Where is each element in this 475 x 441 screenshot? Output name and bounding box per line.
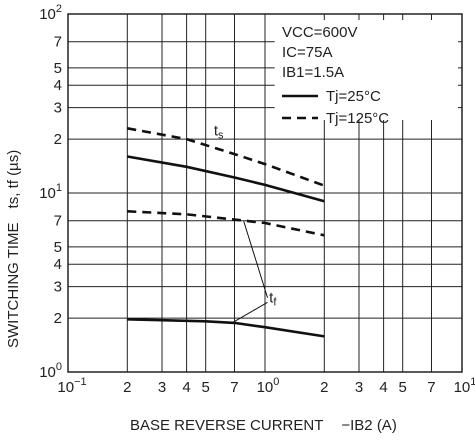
x-tick-label: 5 (399, 379, 407, 396)
y-tick-label: 3 (54, 100, 62, 117)
annotation-leaders (231, 221, 269, 324)
y-tick-label: 3 (54, 279, 62, 296)
y-tick-label: 7 (54, 34, 62, 51)
plot-frame (67, 13, 463, 373)
series-ts-solid (127, 155, 325, 203)
x-tick-label: 2 (123, 379, 131, 396)
condition-ic: IC=75A (282, 44, 332, 61)
y-tick-label: 101 (39, 182, 62, 202)
y-tick-label: 4 (54, 77, 62, 94)
x-tick-label: 10−1 (57, 376, 86, 396)
x-tick-label: 101 (454, 376, 475, 396)
series-group (127, 127, 325, 338)
series-tf-dashed (127, 210, 325, 237)
legend: VCC=600V IC=75A IB1=1.5A Tj=25°C Tj=125°… (274, 20, 458, 127)
x-tick-label: 7 (427, 379, 435, 396)
y-axis-title: SWITCHING TIMEts, tf (µs) (5, 150, 22, 348)
y-tick-label: 5 (54, 239, 62, 256)
y-tick-label: 7 (54, 213, 62, 230)
leader-tf-25c (231, 301, 268, 324)
x-tick-label: 5 (202, 379, 210, 396)
legend-label-25c: Tj=25°C (326, 88, 381, 105)
x-tick-label: 4 (379, 379, 387, 396)
y-tick-label: 100 (39, 361, 62, 381)
legend-background (274, 20, 458, 120)
annotation-ts: ts (214, 122, 224, 141)
y-tick-label: 5 (54, 60, 62, 77)
condition-vcc: VCC=600V (282, 24, 357, 41)
x-tick-label: 3 (355, 379, 363, 396)
x-tick-label: 3 (158, 379, 166, 396)
x-tick-labels: 10−1 2 3 4 5 7 100 2 3 4 5 7 101 (57, 376, 475, 396)
legend-label-125c: Tj=125°C (326, 110, 389, 127)
x-tick-label: 100 (257, 376, 280, 396)
y-tick-label: 4 (54, 256, 62, 273)
x-tick-label: 7 (230, 379, 238, 396)
x-tick-label: 2 (320, 379, 328, 396)
series-ts-dashed (127, 127, 325, 187)
x-tick-label: 4 (182, 379, 190, 396)
condition-ib1: IB1=1.5A (282, 64, 344, 81)
annotation-tf: tf (269, 289, 277, 308)
y-tick-label: 2 (54, 131, 62, 148)
leader-tf-125c (243, 221, 269, 298)
y-tick-label: 102 (39, 3, 62, 23)
series-tf-solid (127, 318, 325, 338)
y-tick-label: 2 (54, 310, 62, 327)
x-axis-title: BASE REVERSE CURRENT −IB2 (A) (130, 417, 397, 434)
